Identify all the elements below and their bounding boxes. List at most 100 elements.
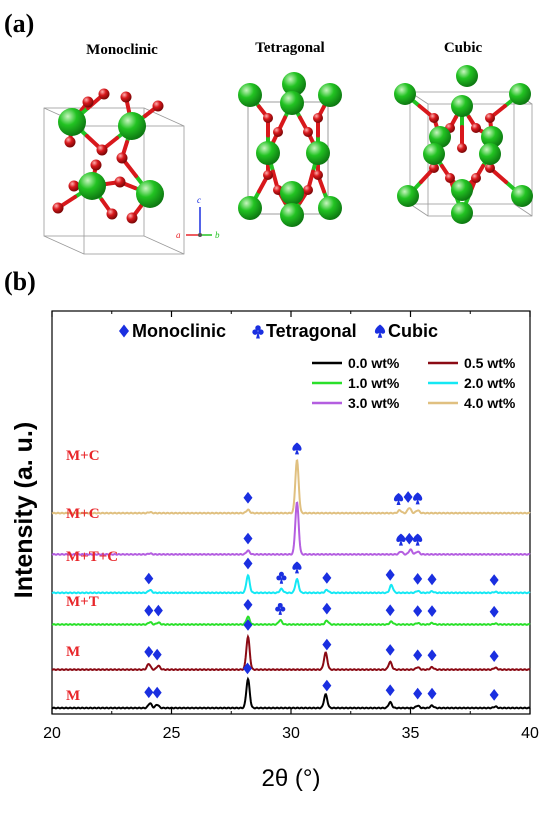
marker-club-symbol (276, 571, 287, 584)
zirconium-atom (306, 141, 330, 165)
trace-label: M+C (66, 506, 100, 522)
oxygen-atom (106, 208, 118, 220)
oxygen-atom (273, 127, 283, 137)
x-tick-label: 20 (43, 725, 61, 742)
x-axis-label: 2θ (°) (262, 765, 321, 792)
marker-diamond-symbol (427, 605, 437, 617)
oxygen-atom (471, 123, 481, 133)
marker-diamond-symbol (152, 648, 162, 661)
phase-legend-label: Cubic (388, 321, 438, 341)
axis-c-label: c (197, 195, 201, 205)
panel-a-label: (a) (4, 9, 34, 38)
legend-label: 1.0 wt% (348, 375, 400, 391)
marker-diamond-symbol (144, 604, 154, 617)
zirconium-atom (280, 203, 304, 227)
x-tick-label: 25 (163, 725, 181, 742)
oxygen-atom (263, 113, 273, 123)
xrd-traces (51, 459, 531, 710)
zirconium-atom (78, 172, 106, 200)
marker-diamond-symbol (427, 649, 437, 662)
marker-diamond-symbol (243, 557, 253, 570)
oxygen-atom (52, 202, 64, 214)
legend-label: 2.0 wt% (464, 375, 516, 391)
tetragonal-structure (238, 72, 342, 227)
oxygen-atom (96, 144, 108, 156)
marker-diamond-symbol (152, 686, 162, 699)
zirconium-atom (479, 143, 501, 165)
marker-diamond-symbol (385, 604, 395, 617)
oxygen-atom (116, 152, 128, 164)
y-axis-label: Intensity (a. u.) (10, 422, 38, 598)
oxygen-atom (485, 163, 495, 173)
marker-spade-symbol (396, 533, 406, 546)
cubic-structure (394, 65, 533, 224)
crystal-axes-indicator: c a b (176, 195, 220, 240)
x-tick-label: 30 (282, 725, 300, 742)
trace-label: M (66, 644, 80, 660)
oxygen-atom (90, 159, 102, 171)
zirconium-atom (451, 179, 473, 201)
marker-diamond-symbol (385, 684, 395, 697)
oxygen-atom (152, 100, 164, 112)
monoclinic-structure (43, 88, 185, 255)
marker-spade-symbol (292, 442, 302, 455)
x-tick-label: 40 (521, 725, 539, 742)
legend-label: 3.0 wt% (348, 395, 400, 411)
zirconium-atom (429, 126, 451, 148)
marker-diamond-symbol (153, 604, 163, 617)
marker-diamond-symbol (243, 598, 253, 611)
phase-legend-diamond-symbol (119, 324, 129, 338)
phase-legend-label: Tetragonal (266, 321, 357, 341)
oxygen-atom (263, 170, 273, 180)
zirconium-atom (280, 181, 304, 205)
oxygen-atom (126, 212, 138, 224)
marker-spade-symbol (393, 493, 404, 505)
phase-legend-spade-symbol (374, 324, 386, 338)
zirconium-atom (238, 83, 262, 107)
oxygen-atom (457, 143, 467, 153)
zirconium-atom (136, 180, 164, 208)
oxygen-atom (471, 173, 481, 183)
marker-diamond-symbol (489, 689, 499, 701)
zirconium-atom (280, 91, 304, 115)
marker-diamond-symbol (144, 572, 154, 585)
xrd-trace-2-0-wt- (51, 573, 531, 595)
marker-diamond-symbol (322, 638, 332, 651)
legend-label: 4.0 wt% (464, 395, 516, 411)
xrd-trace-3-0-wt- (51, 501, 531, 556)
panel-b-label: (b) (4, 267, 36, 296)
marker-diamond-symbol (489, 650, 499, 662)
zirconium-atom (456, 65, 478, 87)
zirconium-atom (451, 95, 473, 117)
oxygen-atom (313, 170, 323, 180)
marker-diamond-symbol (427, 687, 437, 700)
zirconium-atom (282, 72, 306, 96)
marker-diamond-symbol (243, 662, 253, 675)
marker-diamond-symbol (403, 491, 413, 503)
marker-spade-symbol (413, 533, 423, 546)
phase-legend-club-symbol (252, 325, 264, 339)
marker-diamond-symbol (322, 679, 332, 692)
zirconium-atom (118, 112, 146, 140)
marker-diamond-symbol (322, 602, 332, 615)
xrd-trace-4-0-wt- (51, 459, 531, 515)
xrd-plot: M M M+T M+T+C M+C M+C 20 25 30 35 40 Monoclinic Te… (43, 310, 539, 742)
zirconium-atom (511, 185, 533, 207)
oxygen-atom (114, 176, 126, 188)
oxygen-atom (429, 163, 439, 173)
trace-label: M+C (66, 448, 100, 464)
phase-legend: Monoclinic Tetragonal Cubic (119, 321, 438, 341)
zirconium-atom (394, 83, 416, 105)
peak-markers (144, 442, 499, 701)
oxygen-atom (303, 185, 313, 195)
marker-diamond-symbol (322, 572, 332, 584)
legend-label: 0.0 wt% (348, 355, 400, 371)
marker-spade-symbol (413, 492, 423, 505)
zirconium-atom (58, 108, 86, 136)
marker-diamond-symbol (404, 532, 414, 545)
tetragonal-title: Tetragonal (255, 40, 324, 56)
marker-diamond-symbol (144, 686, 154, 699)
marker-diamond-symbol (413, 573, 423, 585)
xrd-trace-1-0-wt- (51, 615, 531, 626)
